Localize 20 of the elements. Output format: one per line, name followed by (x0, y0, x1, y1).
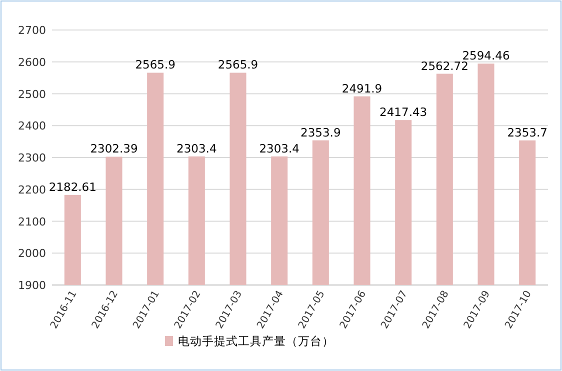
data-label: 2565.9 (135, 58, 176, 72)
data-label: 2182.61 (48, 180, 96, 194)
y-tick-label: 2200 (18, 183, 46, 196)
data-label: 2417.43 (380, 105, 428, 120)
data-label: 2302.39 (90, 142, 138, 156)
y-tick-label: 2600 (18, 56, 46, 69)
data-label: 2491.9 (342, 81, 382, 96)
data-label: 2353.9 (300, 125, 341, 140)
data-label: 2565.9 (218, 58, 258, 72)
y-tick-label: 2000 (18, 247, 46, 260)
legend-label: 电动手提式工具产量（万台） (178, 334, 334, 348)
y-tick-label: 2300 (18, 152, 46, 164)
y-tick-label: 2700 (18, 24, 46, 37)
y-tick-label: 2500 (18, 88, 46, 101)
data-label: 2353.7 (507, 125, 548, 140)
y-tick-label: 2400 (18, 120, 46, 133)
y-tick-label: 2100 (18, 215, 46, 228)
data-label: 2303.4 (176, 141, 217, 156)
y-tick-label: 1900 (18, 279, 46, 292)
data-label: 2303.4 (259, 141, 300, 156)
